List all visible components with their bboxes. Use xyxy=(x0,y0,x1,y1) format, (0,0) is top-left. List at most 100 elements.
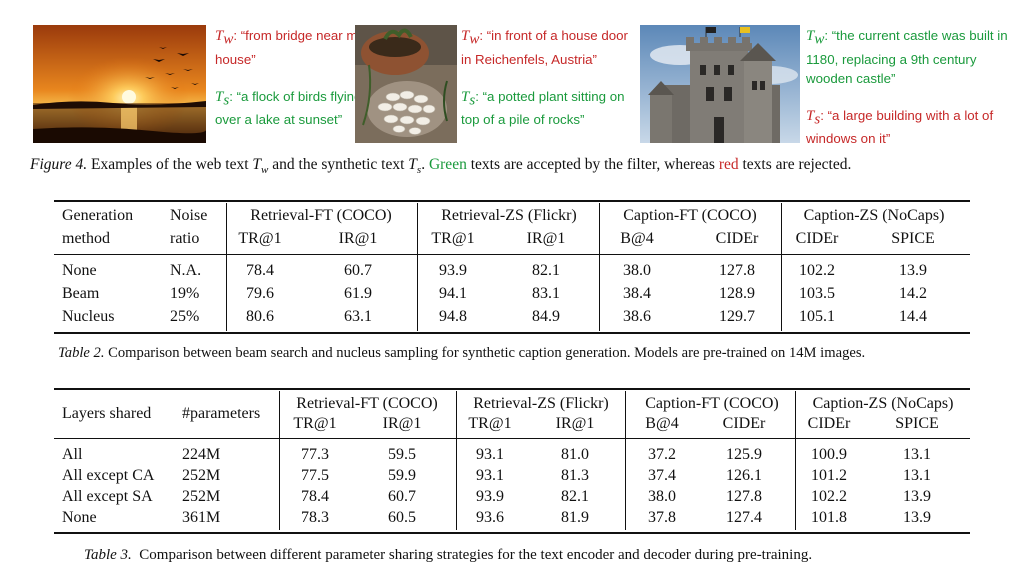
t3-cell: All except SA xyxy=(62,488,153,505)
t2-header-generation: Generation xyxy=(62,207,134,224)
t3-cell: 82.1 xyxy=(561,488,589,505)
example-2-web-text: Tw: “in front of a house door in Reichen… xyxy=(461,28,628,67)
t3-header-layers-shared: Layers shared xyxy=(62,405,152,422)
t3-header-caption-zs: Caption-ZS (NoCaps) xyxy=(812,395,954,412)
t3-cell: 37.4 xyxy=(648,467,676,484)
t3-header-retrieval-ft: Retrieval-FT (COCO) xyxy=(296,395,438,412)
t3-cell: 13.1 xyxy=(903,446,931,463)
t2-header-caption-ft: Caption-FT (COCO) xyxy=(623,207,757,224)
figure-4-label: Figure 4. xyxy=(30,156,88,173)
table-2-header-rule xyxy=(54,254,970,255)
t3-cell: 13.9 xyxy=(903,509,931,526)
t3-cell: 13.1 xyxy=(903,467,931,484)
table-2-divider xyxy=(226,203,227,331)
t2-cell: 102.2 xyxy=(799,262,835,279)
t2-cell: 80.6 xyxy=(246,308,274,325)
t3-cell: 77.3 xyxy=(301,446,329,463)
t2-header-subcol: TR@1 xyxy=(431,230,475,247)
table-3-divider xyxy=(795,391,796,530)
figure-4-caption: Figure 4. Examples of the web text Tw an… xyxy=(30,156,852,177)
t2-header-subcol: IR@1 xyxy=(338,230,378,247)
t2-header-noise: Noise xyxy=(170,207,208,224)
table-3-label: Table 3. xyxy=(84,547,132,563)
t3-cell: 78.4 xyxy=(301,488,329,505)
example-3-web-text: Tw: “the current castle was built in 118… xyxy=(806,28,1008,86)
t3-cell: 60.7 xyxy=(388,488,416,505)
example-1-texts: Tw: “from bridge near my house” Ts: “a f… xyxy=(215,26,365,129)
t3-header-parameters: #parameters xyxy=(182,405,261,422)
t3-cell: 252M xyxy=(182,488,221,505)
t2-cell: 105.1 xyxy=(799,308,835,325)
t3-cell: 101.2 xyxy=(811,467,847,484)
t3-cell: 37.8 xyxy=(648,509,676,526)
sunset-lake-birds-image xyxy=(33,25,206,143)
t2-cell: 82.1 xyxy=(532,262,560,279)
table-3-divider xyxy=(279,391,280,530)
example-1-web-text: Tw: “from bridge near my house” xyxy=(215,28,365,67)
t3-header-subcol: TR@1 xyxy=(293,415,337,432)
t3-cell: 93.9 xyxy=(476,488,504,505)
table-2-caption: Table 2. Comparison between beam search … xyxy=(58,345,866,361)
castle-image xyxy=(640,25,800,143)
t3-header-subcol: IR@1 xyxy=(382,415,422,432)
t2-cell: 83.1 xyxy=(532,285,560,302)
t2-cell: 128.9 xyxy=(719,285,755,302)
t2-cell: 38.4 xyxy=(623,285,651,302)
example-3-texts: Tw: “the current castle was built in 118… xyxy=(806,26,1011,148)
t3-cell: 13.9 xyxy=(903,488,931,505)
t3-cell: 60.5 xyxy=(388,509,416,526)
red-word: red xyxy=(718,156,739,173)
t3-cell: None xyxy=(62,509,97,526)
t3-header-subcol: B@4 xyxy=(645,415,679,432)
potted-plant-rocks-image xyxy=(355,25,457,143)
t3-cell: 38.0 xyxy=(648,488,676,505)
table-3-bottom-rule xyxy=(54,532,970,534)
t2-header-method: method xyxy=(62,230,110,247)
t2-cell: 94.1 xyxy=(439,285,467,302)
example-2-synthetic-text: Ts: “a potted plant sitting on top of a … xyxy=(461,88,625,128)
t2-header-retrieval-zs: Retrieval-ZS (Flickr) xyxy=(441,207,577,224)
t2-header-subcol: TR@1 xyxy=(238,230,282,247)
t3-cell: 126.1 xyxy=(726,467,762,484)
table-3-header-rule xyxy=(54,438,970,439)
example-3-synthetic-text: Ts: “a large building with a lot of wind… xyxy=(806,107,994,147)
t3-header-subcol: TR@1 xyxy=(468,415,512,432)
t3-cell: 125.9 xyxy=(726,446,762,463)
t3-cell: 59.5 xyxy=(388,446,416,463)
t2-cell: 63.1 xyxy=(344,308,372,325)
t3-cell: 102.2 xyxy=(811,488,847,505)
t2-cell: 94.8 xyxy=(439,308,467,325)
t3-cell: 101.8 xyxy=(811,509,847,526)
t3-cell: 361M xyxy=(182,509,221,526)
table-3-caption: Table 3. Comparison between different pa… xyxy=(84,547,813,563)
t3-cell: 81.0 xyxy=(561,446,589,463)
example-2-texts: Tw: “in front of a house door in Reichen… xyxy=(461,26,631,129)
t3-header-subcol: IR@1 xyxy=(555,415,595,432)
table-2-divider xyxy=(417,203,418,331)
t3-cell: 100.9 xyxy=(811,446,847,463)
t3-cell: All xyxy=(62,446,83,463)
t2-cell: Beam xyxy=(62,285,100,302)
t3-cell: 77.5 xyxy=(301,467,329,484)
t3-cell: 252M xyxy=(182,467,221,484)
t2-cell: 38.0 xyxy=(623,262,651,279)
example-1-synthetic-text: Ts: “a flock of birds flying over a lake… xyxy=(215,88,362,128)
t2-header-subcol: CIDEr xyxy=(715,230,759,247)
t2-cell: 25% xyxy=(170,308,200,325)
t2-cell: 61.9 xyxy=(344,285,372,302)
t2-cell: 78.4 xyxy=(246,262,274,279)
t2-cell: None xyxy=(62,262,97,279)
t2-cell: 38.6 xyxy=(623,308,651,325)
t3-header-subcol: SPICE xyxy=(895,415,939,432)
t3-header-subcol: CIDEr xyxy=(807,415,851,432)
t2-cell: 13.9 xyxy=(899,262,927,279)
t3-cell: 93.6 xyxy=(476,509,504,526)
t2-cell: 127.8 xyxy=(719,262,755,279)
castle-photo xyxy=(640,25,800,143)
t2-cell: 93.9 xyxy=(439,262,467,279)
t3-cell: 93.1 xyxy=(476,467,504,484)
t2-cell: N.A. xyxy=(170,262,202,279)
t2-header-subcol: SPICE xyxy=(891,230,935,247)
t2-cell: 84.9 xyxy=(532,308,560,325)
t3-cell: 224M xyxy=(182,446,221,463)
